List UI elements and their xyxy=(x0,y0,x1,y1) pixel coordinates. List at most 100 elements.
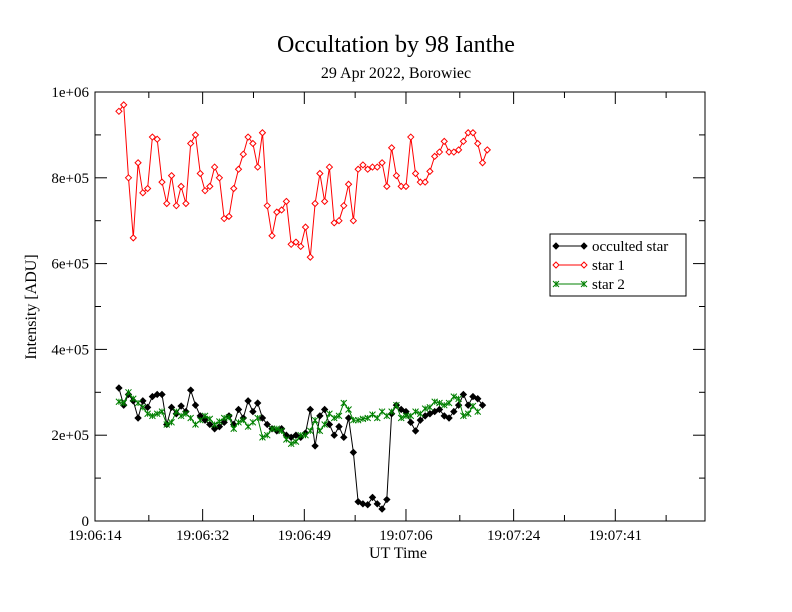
data-point xyxy=(216,418,223,425)
x-tick-label: 19:06:14 xyxy=(68,528,122,544)
data-point xyxy=(124,174,133,182)
data-point xyxy=(230,425,238,433)
data-point xyxy=(168,418,175,426)
data-point xyxy=(258,129,267,137)
data-point xyxy=(153,410,161,418)
data-point xyxy=(301,223,310,231)
data-point xyxy=(474,139,482,148)
data-point xyxy=(292,438,300,445)
data-point xyxy=(273,425,281,433)
data-point xyxy=(552,261,560,269)
data-point xyxy=(363,165,372,173)
data-point xyxy=(235,418,242,426)
data-point xyxy=(450,148,458,156)
data-point xyxy=(239,150,248,158)
data-point xyxy=(316,427,324,435)
data-point xyxy=(306,405,315,414)
data-point xyxy=(335,412,343,420)
data-point xyxy=(580,280,588,288)
data-point xyxy=(129,234,137,242)
data-point xyxy=(263,431,271,439)
data-point xyxy=(411,169,420,178)
x-axis-label: UT Time xyxy=(369,545,427,562)
y-tick-label: 8e+05 xyxy=(51,171,89,187)
data-point xyxy=(469,129,477,137)
series-star-1 xyxy=(115,101,492,261)
series-layer xyxy=(115,101,492,513)
data-point xyxy=(230,184,238,193)
data-point xyxy=(445,414,453,422)
legend-item: star 2 xyxy=(552,277,625,293)
data-point xyxy=(201,416,209,424)
y-tick-label: 0 xyxy=(82,514,90,530)
data-point xyxy=(474,408,482,415)
data-point xyxy=(469,392,477,401)
data-point xyxy=(163,421,171,428)
data-point xyxy=(412,408,419,415)
data-point xyxy=(234,165,243,173)
data-point xyxy=(397,182,405,191)
data-point xyxy=(373,500,381,508)
data-point xyxy=(316,169,324,178)
data-point xyxy=(263,201,271,210)
data-point xyxy=(143,403,152,412)
data-point xyxy=(464,129,472,137)
data-point xyxy=(460,412,467,420)
data-point xyxy=(402,412,410,420)
x-tick-label: 19:06:49 xyxy=(278,528,331,544)
data-point xyxy=(311,199,319,208)
data-point xyxy=(282,197,291,206)
data-point xyxy=(416,416,425,424)
legend-label: star 1 xyxy=(592,258,625,274)
y-tick-label: 2e+05 xyxy=(51,428,89,444)
data-point xyxy=(426,167,434,176)
data-point xyxy=(368,163,377,171)
data-point xyxy=(225,413,233,421)
data-point xyxy=(297,242,305,251)
data-point xyxy=(330,431,338,439)
data-point xyxy=(459,137,468,146)
data-point xyxy=(234,405,243,414)
data-point xyxy=(220,214,228,223)
data-point xyxy=(134,159,142,167)
data-point xyxy=(306,427,314,435)
data-point xyxy=(249,407,257,416)
data-point xyxy=(373,414,381,422)
data-point xyxy=(450,393,458,400)
data-point xyxy=(354,416,362,424)
data-point xyxy=(196,169,204,178)
data-point xyxy=(144,410,151,418)
data-point xyxy=(139,403,147,411)
data-point xyxy=(340,399,348,407)
data-point xyxy=(158,178,166,186)
legend-label: occulted star xyxy=(592,239,668,255)
data-point xyxy=(253,399,262,407)
data-point xyxy=(369,411,376,418)
data-point xyxy=(411,427,420,435)
legend-item: star 1 xyxy=(552,258,625,274)
data-point xyxy=(378,505,386,513)
data-point xyxy=(120,399,128,407)
data-point xyxy=(363,500,372,509)
axes: 0 2e+05 4e+05 6e+05 8e+05 1e+06 19:06:14 19:06:… xyxy=(51,85,706,544)
data-point xyxy=(330,219,338,227)
data-point xyxy=(469,402,477,410)
data-point xyxy=(172,201,181,210)
data-point xyxy=(253,163,262,171)
data-point xyxy=(340,201,348,210)
series-occulted-star xyxy=(115,384,487,513)
data-point xyxy=(201,186,209,195)
y-tick-label: 4e+05 xyxy=(51,342,89,358)
data-point xyxy=(211,421,218,428)
data-point xyxy=(393,401,400,409)
legend: occulted star star 1 star 2 xyxy=(549,233,687,297)
data-point xyxy=(119,101,128,109)
data-point xyxy=(330,414,338,422)
legend-label: star 2 xyxy=(592,277,625,293)
data-point xyxy=(354,165,362,173)
data-point xyxy=(435,148,444,156)
data-point xyxy=(287,240,295,249)
y-tick-label: 6e+05 xyxy=(51,257,89,273)
data-point xyxy=(134,414,142,422)
